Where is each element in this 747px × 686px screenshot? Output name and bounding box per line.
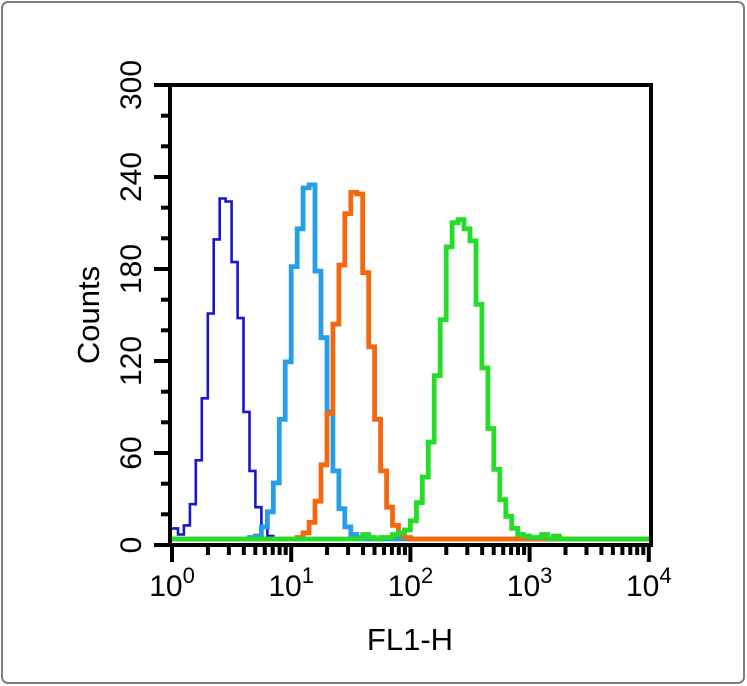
x-axis-tick-labels: 100 101 102 103 104 [149, 563, 671, 603]
plot-frame [168, 83, 653, 547]
y-tick-label: 180 [115, 244, 148, 294]
x-tick-label: 103 [507, 563, 553, 603]
y-tick-label: 300 [115, 60, 148, 110]
y-tick-label: 0 [115, 537, 148, 554]
series-green-curve [172, 217, 649, 542]
y-tick-label: 240 [115, 152, 148, 202]
x-axis-title: FL1-H [367, 622, 453, 657]
x-tick-label: 102 [388, 563, 434, 603]
y-axis-tick-labels: 0 60 120 180 240 300 [115, 60, 148, 553]
x-tick-label: 101 [268, 563, 314, 603]
x-tick-label: 100 [149, 563, 195, 603]
y-tick-label: 60 [115, 436, 148, 469]
y-axis-title: Counts [71, 266, 106, 364]
series-dark-blue-curve [172, 197, 649, 541]
y-tick-label: 120 [115, 336, 148, 386]
y-axis-ticks [154, 83, 170, 547]
series-curves [172, 182, 649, 542]
x-tick-label: 104 [626, 563, 672, 603]
x-axis-ticks [170, 547, 651, 562]
